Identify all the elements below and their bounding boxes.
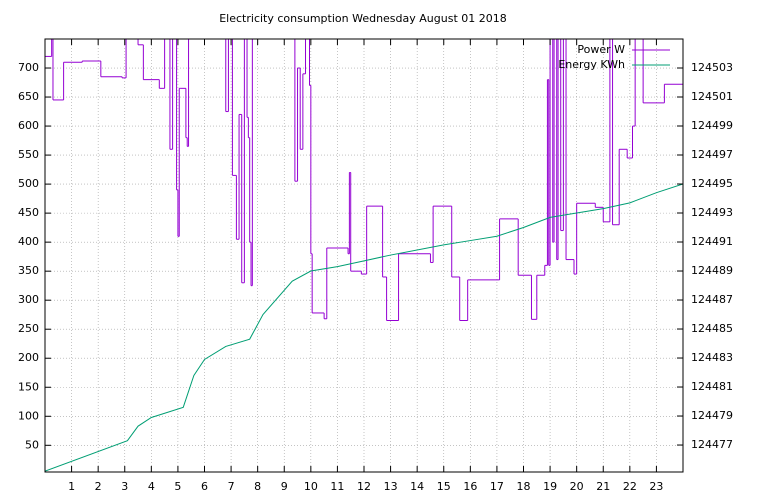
y2-tick-label: 124481 <box>691 380 733 393</box>
x-tick-label: 3 <box>121 480 128 493</box>
x-tick-label: 8 <box>254 480 261 493</box>
y2-tick-label: 124501 <box>691 90 733 103</box>
y2-tick-label: 124489 <box>691 264 733 277</box>
y-tick-label: 600 <box>18 119 39 132</box>
y2-tick-label: 124495 <box>691 177 733 190</box>
y-tick-label: 50 <box>25 438 39 451</box>
x-tick-label: 18 <box>517 480 531 493</box>
x-tick-label: 14 <box>410 480 424 493</box>
y2-tick-label: 124483 <box>691 351 733 364</box>
y-tick-label: 400 <box>18 235 39 248</box>
x-tick-label: 16 <box>463 480 477 493</box>
y-tick-label: 100 <box>18 409 39 422</box>
y2-tick-label: 124493 <box>691 206 733 219</box>
x-tick-label: 19 <box>543 480 557 493</box>
plot-area <box>45 39 683 472</box>
y-tick-label: 700 <box>18 61 39 74</box>
x-tick-label: 20 <box>570 480 584 493</box>
x-tick-label: 10 <box>304 480 318 493</box>
line-series <box>45 183 683 472</box>
x-tick-label: 1 <box>68 480 75 493</box>
y2-tick-label: 124487 <box>691 293 733 306</box>
x-tick-label: 21 <box>596 480 610 493</box>
axes: 1 2 3 4 5 6 7 8 9 10 11 12 13 14 15 16 17 18 19 20 21 22 23501… <box>18 39 733 493</box>
y2-tick-label: 124479 <box>691 409 733 422</box>
x-tick-label: 15 <box>437 480 451 493</box>
legend-label: Energy KWh <box>558 58 625 71</box>
y-tick-label: 350 <box>18 264 39 277</box>
x-tick-label: 7 <box>228 480 235 493</box>
y2-tick-label: 124503 <box>691 61 733 74</box>
x-tick-label: 2 <box>95 480 102 493</box>
y2-tick-label: 124477 <box>691 438 733 451</box>
x-tick-label: 22 <box>623 480 637 493</box>
x-tick-label: 11 <box>330 480 344 493</box>
x-tick-label: 23 <box>649 480 663 493</box>
y-tick-label: 650 <box>18 90 39 103</box>
y-tick-label: 150 <box>18 380 39 393</box>
x-tick-label: 13 <box>384 480 398 493</box>
x-tick-label: 17 <box>490 480 504 493</box>
y-tick-label: 300 <box>18 293 39 306</box>
y2-tick-label: 124499 <box>691 119 733 132</box>
y2-tick-label: 124497 <box>691 148 733 161</box>
y-tick-label: 500 <box>18 177 39 190</box>
y-tick-label: 450 <box>18 206 39 219</box>
y-tick-label: 550 <box>18 148 39 161</box>
x-tick-label: 4 <box>148 480 155 493</box>
grid <box>45 39 683 472</box>
x-tick-label: 6 <box>201 480 208 493</box>
y2-tick-label: 124491 <box>691 235 733 248</box>
x-tick-label: 5 <box>174 480 181 493</box>
y2-tick-label: 124485 <box>691 322 733 335</box>
y-tick-label: 200 <box>18 351 39 364</box>
x-tick-label: 9 <box>281 480 288 493</box>
chart-title: Electricity consumption Wednesday August… <box>219 12 507 25</box>
legend-label: Power W <box>577 43 625 56</box>
x-tick-label: 12 <box>357 480 371 493</box>
y-tick-label: 250 <box>18 322 39 335</box>
